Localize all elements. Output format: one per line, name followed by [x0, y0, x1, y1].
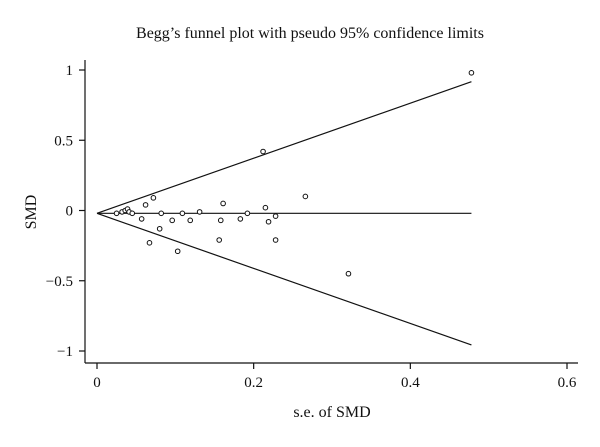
x-tick-label: 0.2	[244, 375, 263, 391]
study-point	[302, 193, 309, 200]
x-tick-label: 0.4	[401, 375, 420, 391]
study-point	[220, 200, 226, 207]
x-tick-label: 0	[93, 375, 101, 391]
study-point	[217, 217, 224, 224]
chart-title: Begg’s funnel plot with pseudo 95% confi…	[136, 25, 484, 42]
lower-confidence-limit	[96, 212, 472, 346]
study-point	[150, 195, 157, 201]
study-point	[196, 209, 203, 215]
study-point	[158, 210, 165, 217]
study-point	[179, 210, 186, 217]
y-tick-label: 0.5	[54, 133, 73, 149]
study-point	[244, 210, 251, 217]
study-point	[169, 217, 175, 224]
study-point	[146, 240, 153, 246]
study-point	[142, 202, 149, 208]
study-point	[156, 225, 163, 232]
study-point	[265, 218, 272, 225]
study-point	[345, 270, 352, 277]
study-point	[138, 216, 145, 222]
y-tick-label: −1	[57, 344, 73, 360]
study-point	[129, 210, 136, 217]
study-point	[237, 216, 244, 222]
y-tick-label: 0	[66, 204, 74, 220]
study-point	[272, 213, 279, 219]
y-tick-label: 1	[66, 63, 74, 79]
upper-confidence-limit	[96, 81, 472, 214]
y-tick-label: −0.5	[46, 274, 73, 290]
x-axis-label: s.e. of SMD	[293, 404, 370, 421]
study-point	[262, 204, 269, 211]
plot-area: 0 0.2 0.4 0.6 1 0.5 0 −0.5 −1	[46, 60, 578, 391]
study-point	[174, 248, 181, 255]
study-point	[468, 70, 475, 76]
study-point	[216, 237, 222, 243]
y-axis-label: SMD	[23, 195, 40, 230]
study-point	[187, 217, 194, 224]
x-tick-label: 0.6	[558, 375, 577, 391]
study-point	[113, 210, 120, 217]
study-point	[260, 148, 266, 155]
study-point	[272, 237, 279, 243]
